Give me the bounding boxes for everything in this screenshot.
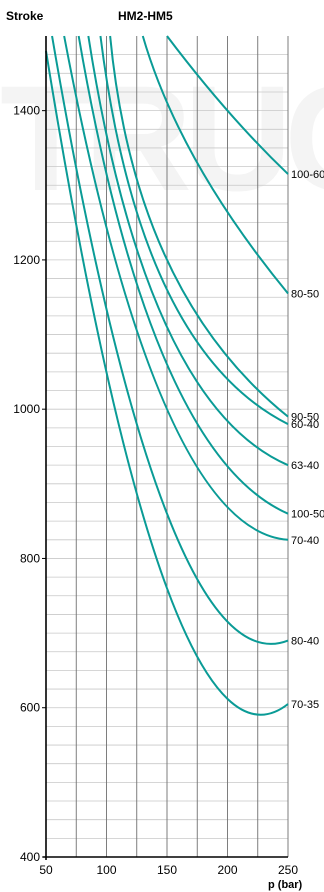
series-label: 70-35: [291, 699, 319, 711]
curves: [45, 35, 289, 716]
x-tick-label: 100: [96, 863, 116, 877]
grid: [46, 36, 289, 857]
chart-title: HM2-HM5: [118, 9, 173, 23]
series-label: 80-50: [291, 288, 319, 300]
series-label: 63-40: [291, 460, 319, 472]
curve-70-35: [45, 50, 289, 716]
series-label: 100-60: [291, 169, 324, 181]
x-tick-label: 200: [217, 863, 237, 877]
curve-63-40: [87, 35, 289, 467]
series-label: 70-40: [291, 535, 319, 547]
series-label: 100-50: [291, 509, 324, 521]
curve-90-50: [109, 35, 289, 418]
curve-70-40: [63, 35, 289, 541]
axes: [43, 36, 288, 860]
y-tick-label: 400: [20, 850, 40, 864]
tick-labels: 400 600 800 1000 1200 1400 50 100 150 200 250: [13, 104, 298, 877]
x-tick-label: 250: [278, 863, 298, 877]
y-axis-title: Stroke: [6, 9, 44, 23]
x-axis-title: p (bar): [268, 879, 303, 891]
series-label: 80-40: [291, 636, 319, 648]
y-tick-label: 600: [20, 701, 40, 715]
y-tick-label: 1400: [13, 104, 40, 118]
x-tick-label: 150: [157, 863, 177, 877]
curve-80-50: [141, 35, 289, 295]
svg-text:TRUCK: TRUCK: [0, 54, 324, 222]
x-tick-label: 50: [39, 863, 53, 877]
curve-80-40: [51, 35, 289, 645]
curve-60-40: [99, 35, 289, 426]
series-label: 60-40: [291, 419, 319, 431]
y-tick-label: 1000: [13, 402, 40, 416]
y-tick-label: 800: [20, 551, 40, 565]
series-label: 90-50: [291, 412, 319, 424]
curve-100-60: [166, 35, 289, 175]
curve-100-50: [77, 35, 289, 515]
y-tick-label: 1200: [13, 253, 40, 267]
watermark: TRUCK: [0, 54, 324, 222]
